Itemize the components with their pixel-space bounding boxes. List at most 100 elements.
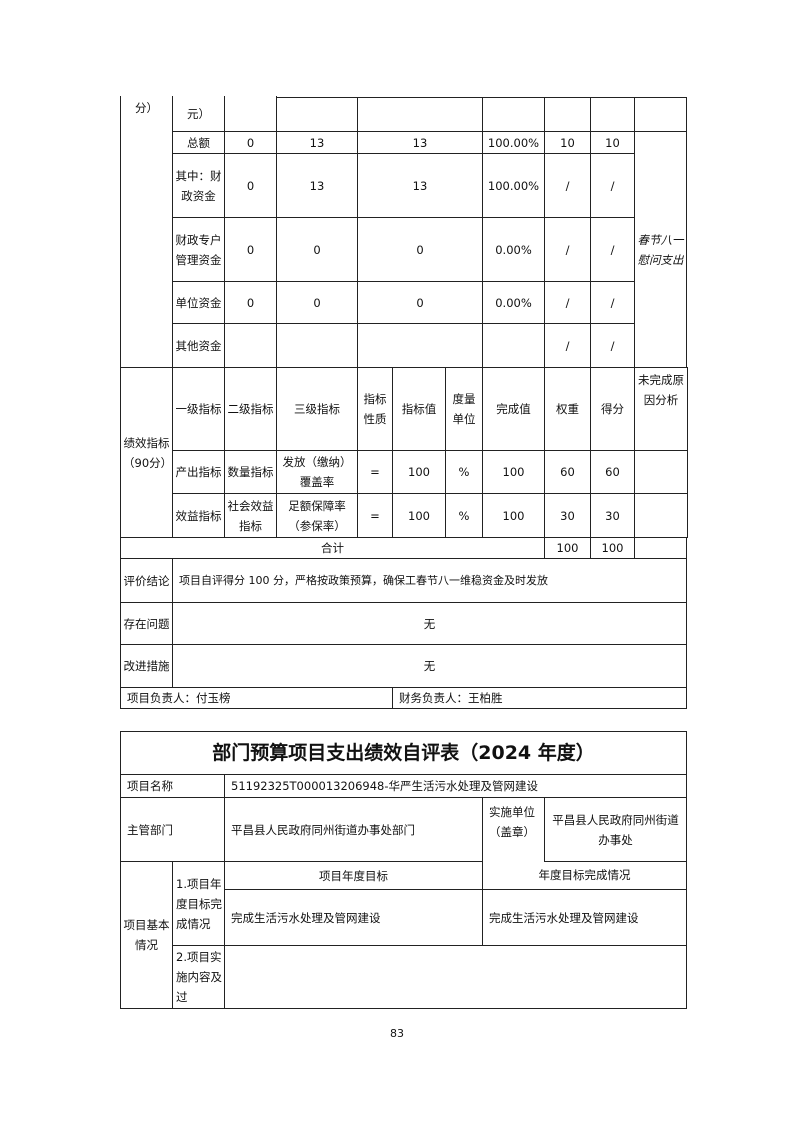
cell: [634, 537, 687, 559]
fund-cell-weight: /: [544, 281, 591, 324]
fund-cell-rate: 0.00%: [482, 217, 545, 282]
dept: 平昌县人民政府同州街道办事处部门: [224, 797, 483, 862]
fund-cell-label: 单位资金: [172, 281, 225, 324]
fund-cell-c: 13: [357, 131, 483, 154]
fund-cell-rate: 100.00%: [482, 131, 545, 154]
conclusion-label: 评价结论: [120, 558, 173, 603]
fund-cell-score: /: [590, 153, 635, 218]
perf-section-label: 绩效指标（90分）: [120, 367, 173, 538]
fund-cell-score: 10: [590, 131, 635, 154]
fund-cell-b: 13: [276, 153, 358, 218]
column-header: 得分: [590, 367, 635, 451]
fund-cell-score: /: [590, 281, 635, 324]
indicator-cell: 60: [544, 450, 591, 494]
indicator-cell: 30: [590, 493, 635, 538]
column-header: 指标值: [392, 367, 446, 451]
indicator-cell: =: [357, 450, 393, 494]
impl-label: 实施单位（盖章）: [482, 797, 545, 862]
cell: [482, 97, 545, 132]
conclusion-text: 项目自评得分 100 分，严格按政策预算，确保工春节八一维稳资金及时发放: [172, 558, 687, 603]
fund-cell-a: 0: [224, 153, 277, 218]
fund-cell-weight: /: [544, 153, 591, 218]
fund-cell-c: 0: [357, 281, 483, 324]
fund-cell-score: /: [590, 217, 635, 282]
goal-text: 完成生活污水处理及管网建设: [224, 889, 483, 946]
cell: [224, 96, 277, 132]
indicator-cell: %: [445, 493, 483, 538]
indicator-cell: 效益指标: [172, 493, 225, 538]
total-weight: 100: [544, 537, 591, 559]
fund-cell-c: [357, 323, 483, 368]
total-score: 100: [590, 537, 635, 559]
page-number: 83: [390, 1027, 404, 1040]
cell: [276, 97, 358, 132]
fund-cell-b: [276, 323, 358, 368]
cell: [357, 97, 483, 132]
fund-remark: 春节八一慰问支出: [634, 131, 687, 368]
problems-text: 无: [172, 602, 687, 645]
project-lead: 项目负责人：付玉榜: [120, 687, 393, 709]
indicator-cell: 足额保障率（参保率）: [276, 493, 358, 538]
fund-cell-weight: 10: [544, 131, 591, 154]
fund-cell-a: 0: [224, 281, 277, 324]
impl-unit: 平昌县人民政府同州街道办事处: [544, 797, 687, 862]
indicator-cell: 60: [590, 450, 635, 494]
fund-cell-c: 0: [357, 217, 483, 282]
goal-header: 项目年度目标: [224, 861, 483, 890]
fund-cell-b: 0: [276, 217, 358, 282]
fund-cell-a: 0: [224, 217, 277, 282]
fund-cell-b: 13: [276, 131, 358, 154]
fund-cell-rate: 0.00%: [482, 281, 545, 324]
cell: [634, 97, 687, 132]
column-header: 三级指标: [276, 367, 358, 451]
indicator-cell: 数量指标: [224, 450, 277, 494]
column-header: 未完成原因分析: [634, 367, 688, 451]
indicator-cell: [634, 450, 688, 494]
basic-label: 项目基本情况: [120, 861, 173, 1009]
fund-cell-weight: /: [544, 323, 591, 368]
project-name: 51192325T000013206948-华严生活污水处理及管网建设: [224, 774, 687, 798]
column-header: 一级指标: [172, 367, 225, 451]
cell: [590, 97, 635, 132]
indicator-cell: 产出指标: [172, 450, 225, 494]
finance-lead: 财务负责人：王柏胜: [392, 687, 687, 709]
indicator-cell: 100: [392, 493, 446, 538]
dept-label: 主管部门: [120, 797, 225, 862]
item2-content: [224, 945, 687, 1009]
item2-label: 2.项目实施内容及过: [172, 945, 225, 1009]
column-header: 权重: [544, 367, 591, 451]
indicator-cell: 100: [482, 493, 545, 538]
prev-unit-label: 元）: [172, 96, 225, 132]
improve-label: 改进措施: [120, 644, 173, 688]
fund-cell-a: 0: [224, 131, 277, 154]
total-label: 合计: [120, 537, 545, 559]
fund-cell-a: [224, 323, 277, 368]
form-title: 部门预算项目支出绩效自评表（2024 年度）: [120, 731, 687, 775]
column-header: 完成值: [482, 367, 545, 451]
item1-label: 1.项目年度目标完成情况: [172, 861, 225, 946]
column-header: 指标性质: [357, 367, 393, 451]
fund-cell-label: 其中：财政资金: [172, 153, 225, 218]
done-text: 完成生活污水处理及管网建设: [482, 889, 687, 946]
column-header: 二级指标: [224, 367, 277, 451]
prev-section-label: 分）: [120, 96, 173, 368]
indicator-cell: 30: [544, 493, 591, 538]
fund-cell-rate: [482, 323, 545, 368]
indicator-cell: =: [357, 493, 393, 538]
problems-label: 存在问题: [120, 602, 173, 645]
indicator-cell: %: [445, 450, 483, 494]
fund-cell-weight: /: [544, 217, 591, 282]
fund-cell-c: 13: [357, 153, 483, 218]
fund-cell-label: 总额: [172, 131, 225, 154]
done-header: 年度目标完成情况: [482, 861, 687, 890]
indicator-cell: 100: [482, 450, 545, 494]
cell: [544, 97, 591, 132]
fund-cell-score: /: [590, 323, 635, 368]
indicator-cell: [634, 493, 688, 538]
fund-cell-label: 其他资金: [172, 323, 225, 368]
fund-cell-label: 财政专户管理资金: [172, 217, 225, 282]
fund-cell-rate: 100.00%: [482, 153, 545, 218]
fund-cell-b: 0: [276, 281, 358, 324]
indicator-cell: 发放（缴纳）覆盖率: [276, 450, 358, 494]
